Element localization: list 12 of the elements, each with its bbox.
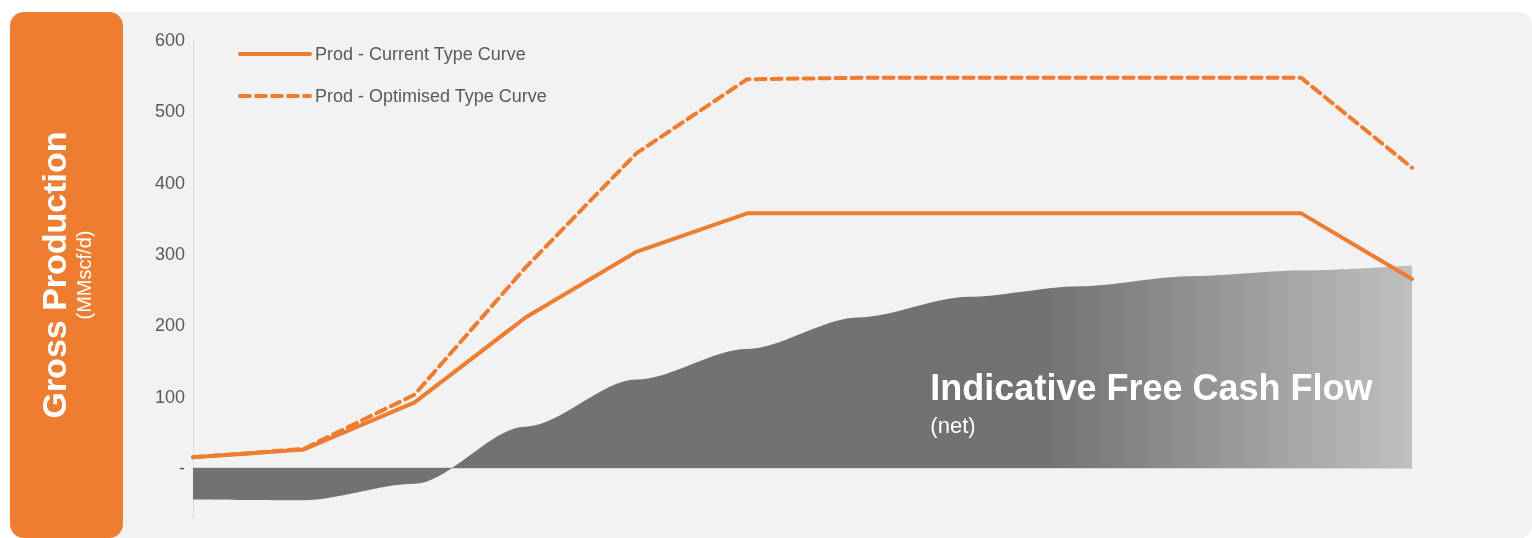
annotation: (net) bbox=[930, 413, 976, 439]
y-tick-label: 400 bbox=[154, 172, 185, 193]
legend-label: Prod - Optimised Type Curve bbox=[315, 86, 547, 106]
legend-label: Prod - Current Type Curve bbox=[315, 44, 526, 64]
y-tick-label: 100 bbox=[154, 386, 185, 407]
series-label: Indicative Free Cash Flow bbox=[930, 367, 1374, 409]
y-tick-label: 200 bbox=[154, 315, 185, 336]
y-tick-label: 600 bbox=[154, 30, 185, 50]
y-axis-title: Gross Production (MMscf/d) bbox=[35, 131, 96, 419]
y-tick-label: 500 bbox=[154, 101, 185, 122]
y-tick-label: - bbox=[179, 458, 185, 479]
y-tick-label: 300 bbox=[154, 244, 185, 265]
